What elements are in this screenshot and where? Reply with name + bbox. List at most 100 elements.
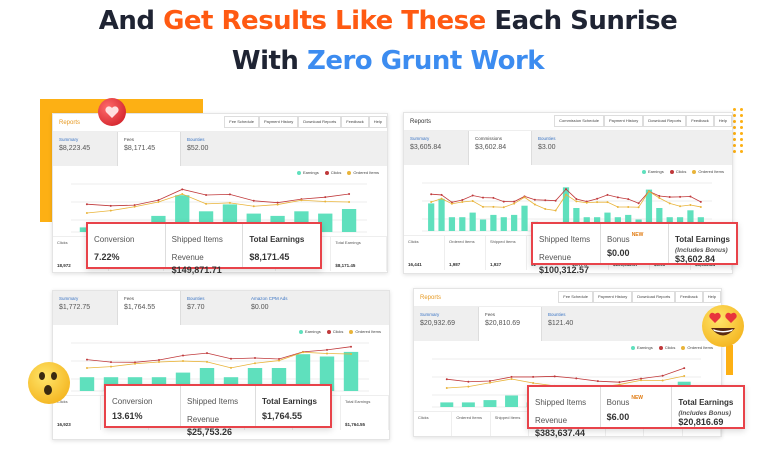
tab-bounties[interactable]: Bounties $3.00 <box>532 131 596 165</box>
earnings-bar <box>440 402 454 407</box>
tab-bounties[interactable]: Bounties $52.00 <box>181 132 245 166</box>
ordered-items-line-point <box>533 203 536 206</box>
clicks-line-point <box>510 375 513 378</box>
tab-value: $1,764.55 <box>124 304 156 311</box>
headline-text: And <box>98 6 164 36</box>
tab-bounties[interactable]: Bounties $7.70 <box>181 291 245 325</box>
clicks-line-point <box>637 202 640 205</box>
stat-label: Clicks <box>57 399 68 404</box>
highlight-label-wrap: Total Earnings <box>262 391 324 409</box>
highlight-label: Bonus <box>607 235 630 244</box>
tab-fees[interactable]: Fees $1,764.55 <box>117 291 181 325</box>
clicks-line-point <box>350 345 352 348</box>
tab-fees[interactable]: Fees $20,810.69 <box>478 307 542 341</box>
report-link[interactable]: Download Reports <box>298 116 342 128</box>
report-link[interactable]: Download Reports <box>643 115 687 127</box>
tab-label: Fees <box>124 137 135 142</box>
dot <box>740 150 743 153</box>
tab-value: $1,772.75 <box>59 304 91 311</box>
stat-label: Clicks <box>418 415 429 420</box>
report-link[interactable]: Help <box>702 291 721 303</box>
decorative-orange-bar <box>726 345 733 375</box>
report-link[interactable]: Payment History <box>603 115 644 127</box>
legend-marker-icon <box>326 329 331 334</box>
legend-item-earnings: Earnings <box>296 170 319 175</box>
highlight-sublabel: (Includes Bonus) <box>675 247 728 254</box>
ordered-items-line-point <box>348 201 351 204</box>
tab-summary[interactable]: Summary $1,772.75 <box>53 291 117 325</box>
stat-cell <box>276 237 332 271</box>
tab-fees[interactable]: Fees $8,171.45 <box>117 132 181 166</box>
clicks-line-point <box>205 194 208 197</box>
stat-label: Clicks <box>408 239 419 244</box>
tab-label: Bounties <box>187 137 205 142</box>
clicks-line-point <box>182 354 184 357</box>
report-link[interactable]: Download Reports <box>632 291 676 303</box>
tab-commissions[interactable]: Commissions $3,602.84 <box>468 131 532 165</box>
ordered-items-line-point <box>554 209 557 212</box>
earnings-bar <box>500 217 507 231</box>
clicks-line-point <box>326 348 328 351</box>
legend-item-ordered: Ordered Items <box>347 170 379 175</box>
report-link[interactable]: Help <box>368 116 387 128</box>
clicks-line-point <box>471 194 474 197</box>
clicks-line-point <box>606 193 609 196</box>
tab-amazon-cpm-ads[interactable]: Amazon CPM Ads $0.00 <box>245 291 309 325</box>
clicks-line-point <box>658 194 661 197</box>
highlight-value: 7.22% <box>94 252 120 262</box>
earnings-bar <box>459 217 466 231</box>
legend-label: Clicks <box>330 170 342 175</box>
ordered-items-line-point <box>252 205 255 208</box>
legend-label: Ordered Items <box>355 329 381 334</box>
ordered-items-line-point <box>450 202 453 205</box>
highlight-value: $6.00 <box>606 412 630 422</box>
clicks-line-point <box>85 203 88 206</box>
clicks-line <box>86 346 352 363</box>
highlight-cell: Shipped Items Revenue $100,312.57 <box>533 224 601 275</box>
highlight-cell: Total Earnings $8,171.45 <box>243 224 320 267</box>
clicks-line-point <box>181 188 184 191</box>
legend-item-ordered: Ordered Items <box>349 329 381 334</box>
tab-label: Summary <box>59 137 79 142</box>
tab-summary[interactable]: Summary $20,932.69 <box>414 307 478 341</box>
ordered-items-line-point <box>440 197 443 200</box>
ordered-items-line-point <box>596 201 599 204</box>
earnings-chart: Earnings Clicks Ordered Items <box>404 165 732 235</box>
tab-summary[interactable]: Summary $3,605.84 <box>404 131 468 165</box>
ordered-items-line-point <box>482 205 485 208</box>
tab-bounties[interactable]: Bounties $121.40 <box>542 307 606 341</box>
report-link[interactable]: Help <box>713 115 732 127</box>
chart-legend: Earnings Clicks Ordered Items <box>296 170 379 175</box>
earnings-bar <box>490 214 497 231</box>
clicks-line-point <box>254 356 256 359</box>
report-link[interactable]: Feedback <box>686 115 714 127</box>
tab-value: $7.70 <box>187 304 205 311</box>
report-link[interactable]: Commission Schedule <box>554 115 604 127</box>
ordered-items-line-point <box>510 378 513 381</box>
clicks-line-point <box>544 199 547 202</box>
tab-summary[interactable]: Summary $8,223.45 <box>53 132 117 166</box>
earnings-bar <box>479 219 487 231</box>
legend-label: Clicks <box>675 169 687 174</box>
legend-item-clicks: Clicks <box>669 169 687 174</box>
earnings-bar <box>295 354 311 391</box>
highlight-value: $25,753.26 <box>187 427 233 437</box>
report-link[interactable]: Payment History <box>592 291 633 303</box>
clicks-line <box>446 367 685 383</box>
headline-line-1: And Get Results Like These Each Sunrise <box>0 6 776 36</box>
clicks-line-point <box>206 352 208 355</box>
report-link[interactable]: Feedback <box>675 291 703 303</box>
legend-label: Clicks <box>664 345 676 350</box>
earnings-bar <box>604 212 611 231</box>
ordered-items-line-point <box>461 201 464 204</box>
report-link[interactable]: Fee Schedule <box>224 116 259 128</box>
report-header: Reports Fee Schedule Payment History Downlo… <box>414 289 721 307</box>
report-link[interactable]: Fee Schedule <box>558 291 593 303</box>
report-link[interactable]: Feedback <box>341 116 369 128</box>
report-link[interactable]: Payment History <box>258 116 299 128</box>
ordered-items-line-point <box>445 387 448 389</box>
highlight-box: Conversion 13.61% Shipped Items Revenue $25… <box>104 384 332 437</box>
stat-value: 1,987 <box>449 262 461 267</box>
stat-value: 16,441 <box>408 262 422 267</box>
stat-value: $1,764.55 <box>345 422 366 427</box>
